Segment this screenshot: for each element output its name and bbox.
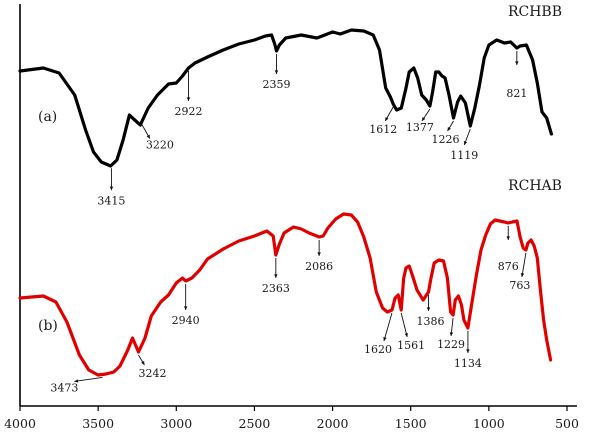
peak-arrowhead [183,306,188,310]
x-tick-label: 3500 [82,416,114,431]
peak-label: 3220 [146,139,174,152]
axes: 4000 3500 3000 2500 2000 1500 1000 500 [4,4,579,431]
x-tick-label: 1500 [395,416,427,431]
peak-arrowhead [426,307,431,311]
peak-arrowhead [186,97,191,101]
peak-label: 876 [498,260,519,273]
peak-arrowhead [146,134,150,139]
x-tick-label: 2500 [239,416,271,431]
peak-label: 1119 [450,149,478,162]
peak-arrowhead [274,70,279,74]
peak-arrowhead [141,361,145,365]
peak-leader [521,252,527,278]
peak-label: 1226 [432,133,460,146]
peak-leader [400,312,408,338]
peak-label: 1377 [406,121,434,134]
x-tick-label: 500 [555,416,579,431]
series-layer [18,28,553,377]
peak-label: 1612 [369,123,397,136]
peak-label: 2086 [305,260,333,273]
peak-arrowhead [109,186,114,191]
peak-arrowhead [463,141,468,145]
peak-arrowhead [404,333,408,337]
peak-label: 821 [506,87,527,100]
peak-label: 2922 [174,105,202,118]
peak-label: 2363 [262,282,290,295]
peak-arrowhead [447,127,451,131]
label-layer: RCHBB (a) RCHAB (b) [38,4,562,334]
panel-label: (b) [38,318,58,334]
peak-label: 1229 [437,338,465,351]
peak-label: 1620 [364,343,392,356]
peak-leader [383,312,393,342]
peak-label: 3473 [50,381,78,394]
x-tick-label: 1000 [473,416,505,431]
peak-arrowhead [317,252,321,256]
x-tick-label: 2000 [317,416,349,431]
peak-label: 3242 [138,367,166,380]
peak-label: 2359 [262,78,290,91]
peak-label: 2940 [172,314,200,327]
peak-arrowhead [515,61,519,65]
x-tick-label: 3000 [160,416,192,431]
peak-arrowhead [385,117,389,121]
peak-label: 1386 [417,315,445,328]
peak-label: 763 [509,279,530,292]
x-tick-label: 4000 [4,416,36,431]
series-line-rchab [18,212,553,377]
peak-arrowhead [274,274,278,278]
peak-arrowhead [421,117,426,121]
peak-label: 1134 [454,357,482,370]
panel-label: (a) [38,109,57,125]
peak-label: 1561 [397,339,425,352]
peak-arrowhead [520,273,525,277]
series-name-label: RCHAB [508,178,562,194]
peak-arrowhead [506,236,510,240]
series-name-label: RCHBB [508,4,562,20]
peak-arrowhead [383,337,387,341]
peak-arrowhead [449,332,454,336]
peak-arrowhead [74,379,79,383]
series-line-rchbb [18,28,553,168]
peak-leader [74,377,103,382]
peak-label: 3415 [97,194,125,207]
peak-arrowhead [466,349,470,353]
